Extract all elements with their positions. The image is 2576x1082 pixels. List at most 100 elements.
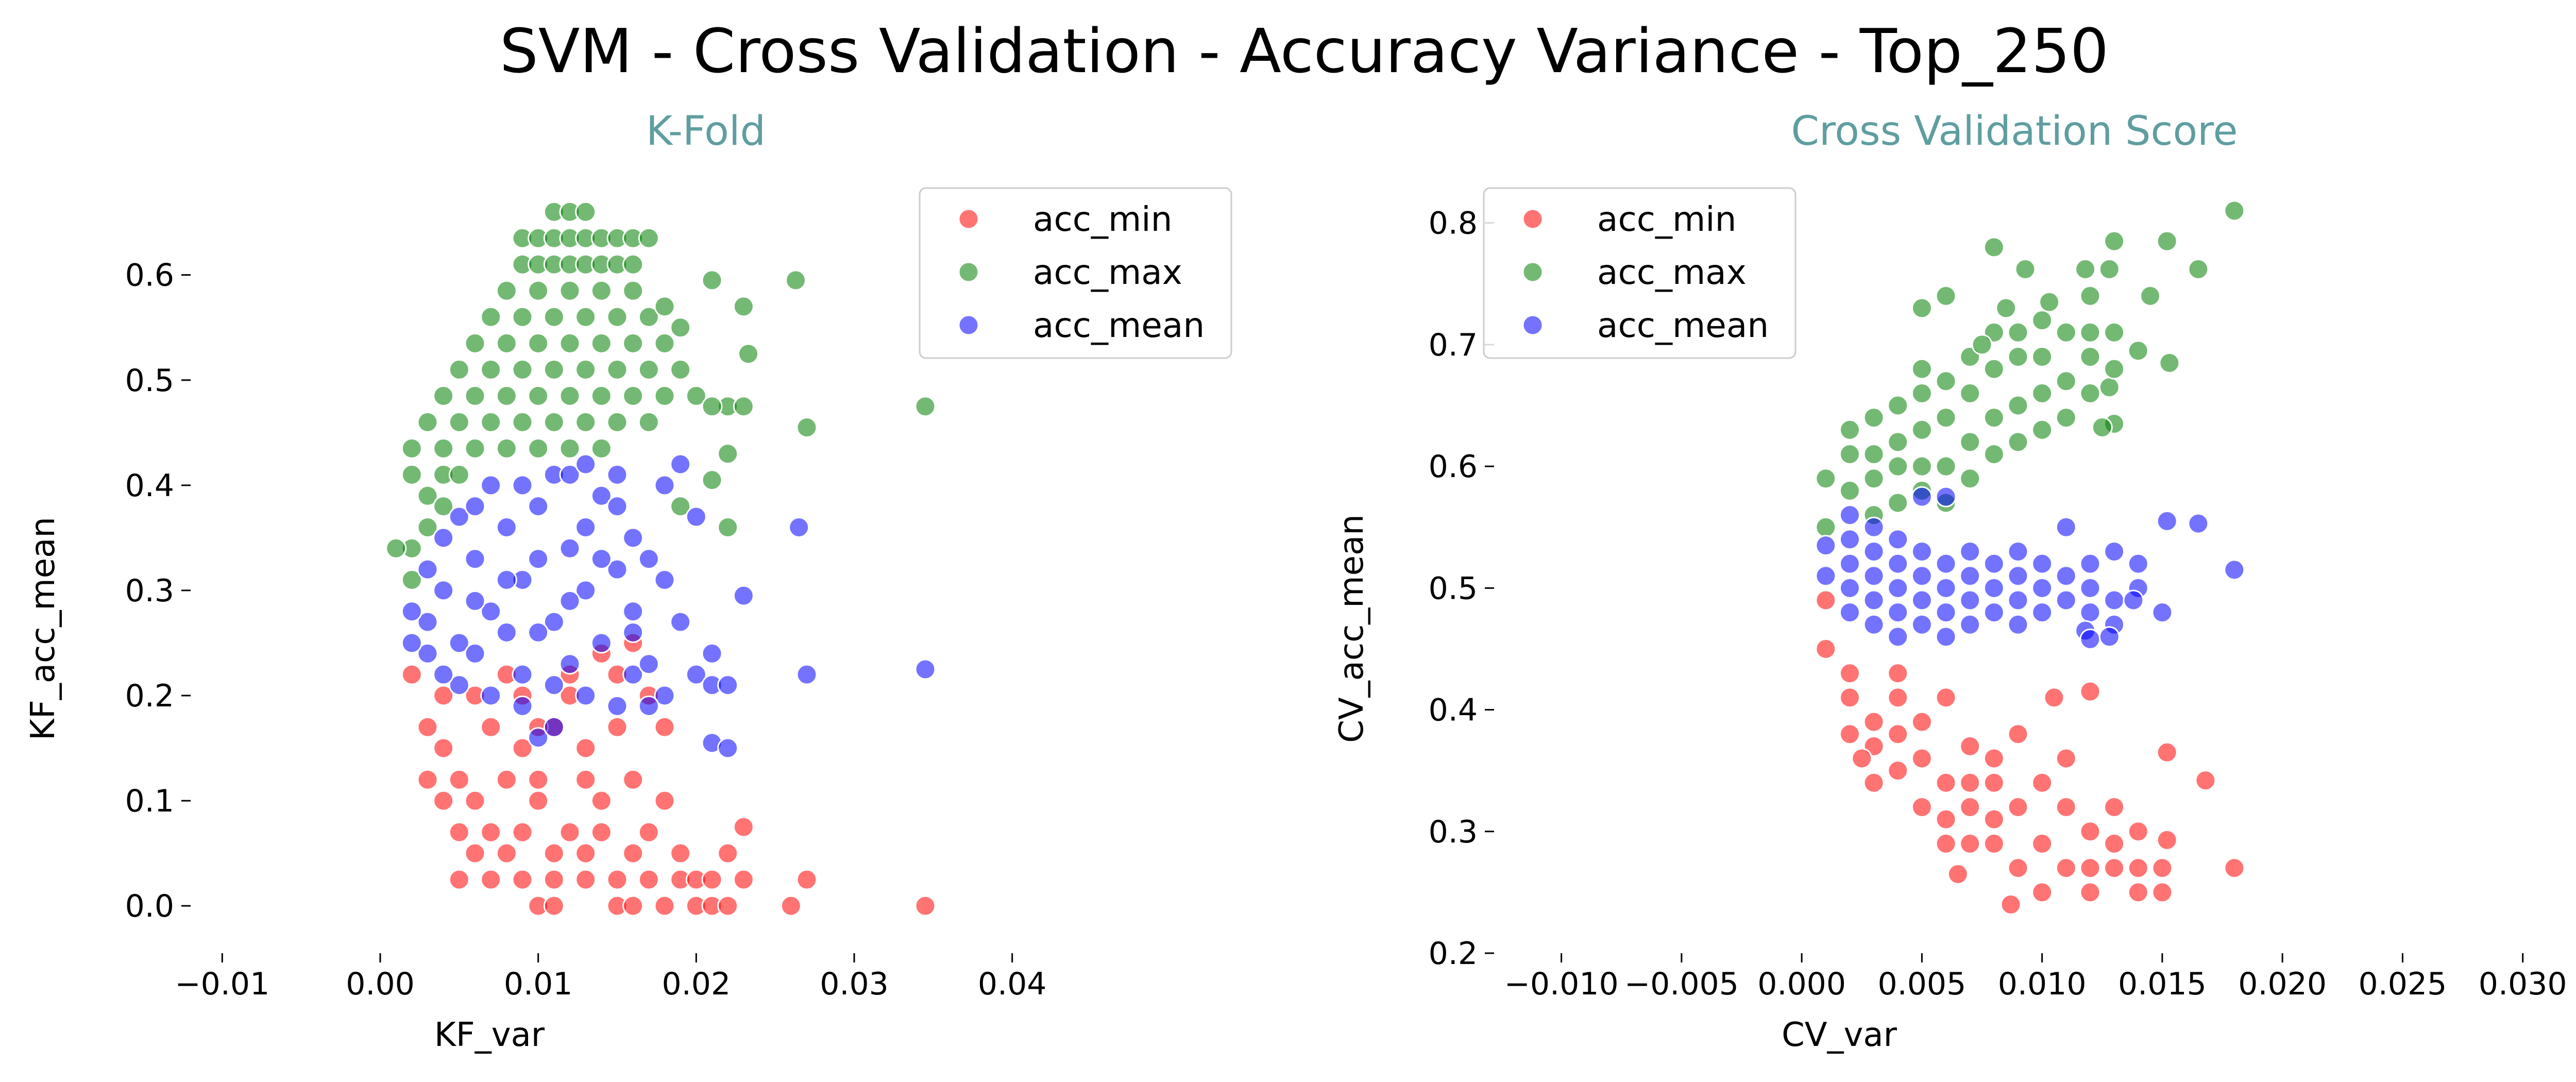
scatter-point-acc_min xyxy=(575,737,597,759)
scatter-point-acc_max xyxy=(606,359,628,380)
scatter-point-acc_mean xyxy=(496,622,517,644)
x-axis-label: CV_var xyxy=(1782,1016,1897,1054)
scatter-point-acc_max xyxy=(417,516,438,538)
scatter-point-acc_min xyxy=(543,869,565,890)
scatter-point-acc_min xyxy=(590,821,612,843)
scatter-point-acc_max xyxy=(2188,258,2209,280)
x-tick-label: 0.020 xyxy=(2238,966,2327,1002)
scatter-point-acc_max xyxy=(622,280,644,301)
scatter-point-acc_min xyxy=(796,869,818,890)
y-tick-label: 0.2 xyxy=(125,678,174,714)
scatter-point-acc_max xyxy=(638,306,659,328)
scatter-point-acc_min xyxy=(2127,857,2149,879)
scatter-point-acc_min xyxy=(433,685,454,706)
scatter-point-acc_mean xyxy=(606,559,628,580)
scatter-point-acc_min xyxy=(2151,882,2173,903)
scatter-point-acc_min xyxy=(448,869,470,890)
scatter-point-acc_min xyxy=(480,869,502,890)
x-tick-label: −0.005 xyxy=(1624,966,1739,1002)
scatter-point-acc_min xyxy=(1863,772,1885,793)
scatter-point-acc_max xyxy=(543,411,565,433)
scatter-point-acc_max xyxy=(401,569,422,591)
scatter-point-acc_min xyxy=(1863,711,1885,733)
scatter-point-acc_min xyxy=(1959,833,1981,854)
scatter-point-acc_max xyxy=(733,396,754,417)
scatter-point-acc_max xyxy=(2159,352,2180,374)
scatter-point-acc_mean xyxy=(1911,565,1933,587)
scatter-point-acc_max xyxy=(433,385,454,407)
scatter-point-acc_min xyxy=(512,737,533,759)
scatter-point-acc_mean xyxy=(670,453,691,475)
scatter-point-acc_mean xyxy=(528,622,549,644)
scatter-point-acc_mean xyxy=(1863,589,1885,611)
scatter-point-acc_min xyxy=(1935,833,1957,854)
scatter-point-acc_min xyxy=(1959,772,1981,793)
scatter-point-acc_mean xyxy=(1839,577,1860,599)
scatter-point-acc_mean xyxy=(480,475,502,496)
scatter-point-acc_mean xyxy=(512,664,533,685)
scatter-point-acc_min xyxy=(2151,857,2173,879)
scatter-point-acc_min xyxy=(2031,772,2053,793)
scatter-point-acc_mean xyxy=(733,585,754,606)
scatter-point-acc_max xyxy=(1983,358,2005,380)
scatter-point-acc_mean xyxy=(1959,540,1981,562)
legend-label-acc_mean: acc_mean xyxy=(1033,306,1205,345)
scatter-point-acc_max xyxy=(1839,419,1860,441)
scatter-point-acc_mean xyxy=(685,506,707,528)
scatter-point-acc_max xyxy=(1983,236,2005,258)
scatter-point-acc_mean xyxy=(2031,553,2053,574)
scatter-point-acc_max xyxy=(528,280,549,301)
scatter-point-acc_min xyxy=(654,790,675,812)
scatter-point-acc_min xyxy=(1911,797,1933,818)
scatter-point-acc_min xyxy=(2127,882,2149,903)
scatter-point-acc_min xyxy=(717,895,739,917)
scatter-point-acc_mean xyxy=(1983,577,2005,599)
scatter-point-acc_max xyxy=(559,280,581,301)
scatter-point-acc_min xyxy=(1983,808,2005,830)
scatter-point-acc_max xyxy=(1995,297,2017,319)
scatter-point-acc_mean xyxy=(2156,510,2178,532)
scatter-point-acc_min xyxy=(606,716,628,738)
scatter-point-acc_mean xyxy=(448,632,470,654)
scatter-point-acc_max xyxy=(2055,370,2077,392)
scatter-point-acc_max xyxy=(2055,322,2077,343)
scatter-point-acc_min xyxy=(2007,797,2029,818)
scatter-point-acc_min xyxy=(654,895,675,917)
scatter-point-acc_mean xyxy=(2007,540,2029,562)
scatter-point-acc_mean xyxy=(464,590,486,612)
scatter-point-acc_max xyxy=(606,411,628,433)
scatter-point-acc_max xyxy=(590,385,612,407)
scatter-point-acc_min xyxy=(2127,821,2149,842)
scatter-point-acc_max xyxy=(622,332,644,354)
scatter-point-acc_mean xyxy=(1815,535,1837,556)
scatter-point-acc_max xyxy=(1983,443,2005,465)
scatter-point-acc_max xyxy=(2079,285,2101,307)
scatter-point-acc_mean xyxy=(1959,565,1981,587)
scatter-point-acc_max xyxy=(543,359,565,380)
scatter-point-acc_min xyxy=(717,842,739,864)
scatter-point-acc_max xyxy=(1911,419,1933,441)
scatter-point-acc_mean xyxy=(1887,577,1909,599)
scatter-point-acc_max xyxy=(1863,468,1885,489)
scatter-point-acc_max xyxy=(385,537,407,559)
scatter-point-acc_max xyxy=(638,227,659,249)
scatter-point-acc_mean xyxy=(496,569,517,591)
scatter-point-acc_max xyxy=(575,201,597,223)
scatter-point-acc_max xyxy=(2104,358,2125,380)
scatter-point-acc_min xyxy=(1839,723,1860,745)
scatter-point-acc_mean xyxy=(559,537,581,559)
scatter-point-acc_mean xyxy=(559,464,581,485)
kfold-scatter-panel: −0.01 0.00 0.01 0.02 0.03 0.04 0.0 0.1 0.2 0.3 0.4… xyxy=(24,187,1232,1054)
scatter-point-acc_mean xyxy=(417,611,438,633)
scatter-point-acc_mean xyxy=(1887,602,1909,623)
scatter-point-acc_min xyxy=(1839,687,1860,708)
scatter-point-acc_min xyxy=(2195,770,2216,791)
scatter-point-acc_mean xyxy=(796,664,818,685)
scatter-point-acc_mean xyxy=(496,516,517,538)
scatter-point-acc_mean xyxy=(480,685,502,706)
legend-box xyxy=(1483,187,1797,359)
scatter-point-acc_min xyxy=(2079,821,2101,842)
scatter-point-acc_min xyxy=(638,821,659,843)
scatter-point-acc_mean xyxy=(1839,553,1860,574)
